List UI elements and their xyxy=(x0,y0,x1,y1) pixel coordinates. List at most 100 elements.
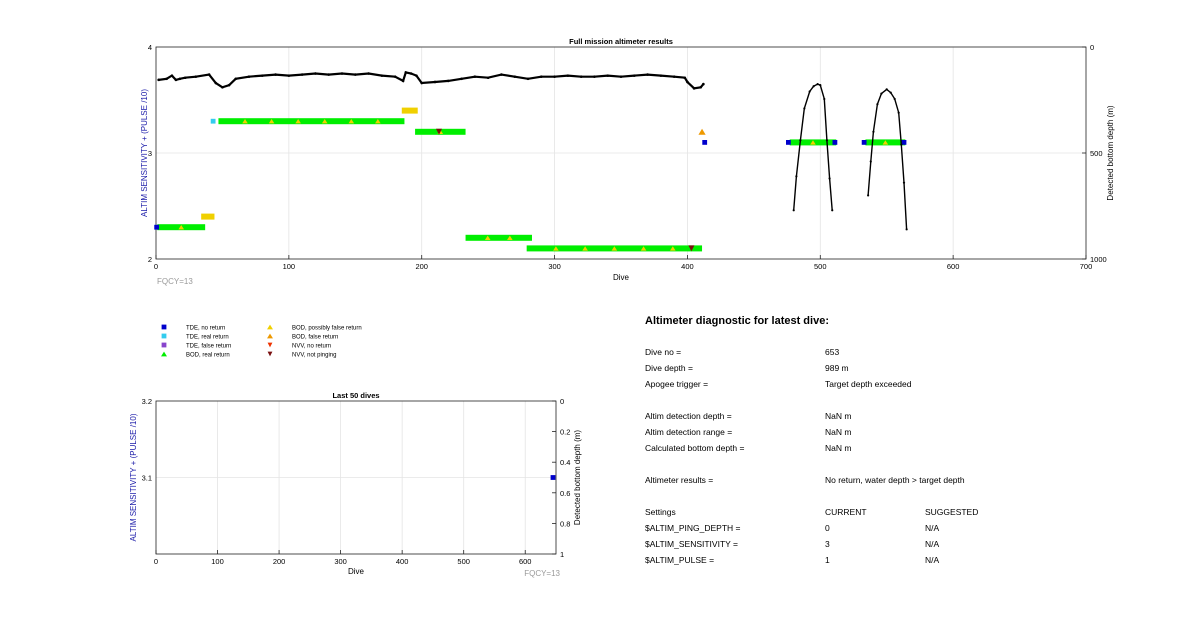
legend-label: NVV, no return xyxy=(292,344,331,350)
diagnostic-label: Altimeter results = xyxy=(645,475,714,485)
x-tick-label-2: 400 xyxy=(396,557,409,566)
legend-label: TDE, real return xyxy=(186,335,229,341)
marker-bod-possibly-false xyxy=(484,235,491,240)
chart-title: Full mission altimeter results xyxy=(569,37,673,46)
marker-run-bod-possibly-false-return xyxy=(401,107,418,114)
depth-point xyxy=(526,77,530,81)
depth-profile-point xyxy=(831,209,834,212)
depth-point xyxy=(227,83,231,87)
setting-current: 0 xyxy=(825,523,830,533)
diagnostic-value: 989 m xyxy=(825,363,849,373)
depth-point xyxy=(157,78,160,82)
depth-profile-point xyxy=(869,160,872,163)
depth-profile-point xyxy=(792,209,795,212)
depth-point xyxy=(165,77,168,81)
marker-run-bod-real-return xyxy=(465,234,532,241)
x-tick-label: 600 xyxy=(947,262,960,271)
diagnostic-label: Dive no = xyxy=(645,347,682,357)
depth-point xyxy=(367,72,370,75)
depth-profile-point xyxy=(900,143,903,146)
diagnostic-value: NaN m xyxy=(825,411,852,421)
setting-name: $ALTIM_PING_DEPTH = xyxy=(645,523,741,533)
depth-profile-point xyxy=(893,97,896,101)
depth-point xyxy=(460,77,463,81)
depth-point xyxy=(539,75,543,78)
depth-point xyxy=(247,75,251,78)
x-tick-label-2: 500 xyxy=(457,557,470,566)
depth-profile-point xyxy=(905,228,908,231)
marker-bod-possibly-false xyxy=(268,119,275,124)
depth-point xyxy=(473,75,477,78)
depth-point xyxy=(314,72,317,75)
y-tick-label-right-2: 0.4 xyxy=(560,458,570,467)
depth-profile-point xyxy=(872,130,875,133)
fqcy-annotation: FQCY=13 xyxy=(157,277,193,286)
setting-suggested: N/A xyxy=(925,555,940,565)
legend-label: NVV, not pinging xyxy=(292,353,336,359)
marker-bod-possibly-false xyxy=(321,119,328,124)
legend-swatch-tde-real-return xyxy=(161,333,167,339)
depth-series-line xyxy=(158,71,705,90)
legend-label: TDE, false return xyxy=(186,344,231,350)
y-axis-label-left: ALTIM SENSITIVITY + (PULSE /10) xyxy=(140,89,149,217)
x-tick-label-2: 100 xyxy=(211,557,224,566)
legend-swatch-bod-real-return xyxy=(161,351,167,357)
depth-profile-point xyxy=(823,97,826,101)
depth-point xyxy=(170,74,174,77)
depth-point xyxy=(327,73,331,76)
depth-point xyxy=(221,85,224,89)
marker-tde-no-return xyxy=(901,140,907,145)
y-axis-label-left-2: ALTIM SENSITIVITY + (PULSE /10) xyxy=(129,413,138,541)
y-tick-label-right-2: 0.8 xyxy=(560,519,570,528)
depth-point xyxy=(593,75,596,78)
setting-current: 3 xyxy=(825,539,830,549)
marker-bod-possibly-false xyxy=(810,140,816,145)
diagnostic-label: Altim detection depth = xyxy=(645,411,732,421)
marker-bod-false-return xyxy=(698,128,706,135)
depth-profile-point xyxy=(867,194,870,197)
depth-profile-point xyxy=(880,92,883,95)
legend-swatch-tde-false-return xyxy=(161,342,167,348)
depth-profile-point xyxy=(803,107,806,110)
depth-point xyxy=(632,74,636,77)
depth-point xyxy=(183,76,187,80)
depth-profile-point xyxy=(819,84,822,87)
marker-tde-no-return xyxy=(702,140,708,145)
depth-point xyxy=(702,82,705,86)
depth-point xyxy=(692,87,696,90)
legend-label: TDE, no return xyxy=(186,326,225,332)
fqcy-annotation-2: FQCY=13 xyxy=(524,569,560,578)
depth-point xyxy=(646,73,649,76)
depth-point xyxy=(178,77,182,81)
y-tick-label-left: 4 xyxy=(148,43,152,52)
depth-point xyxy=(260,74,264,77)
depth-point xyxy=(699,85,703,89)
depth-point xyxy=(659,74,663,77)
marker-tde-no-return xyxy=(832,140,838,145)
depth-point xyxy=(300,73,304,76)
marker-bod-possibly-false xyxy=(611,246,618,251)
legend-swatch-nvv-no-return xyxy=(267,342,273,348)
depth-point xyxy=(194,75,198,78)
y-tick-label-left: 2 xyxy=(148,255,152,264)
y-tick-label-left: 3 xyxy=(148,149,152,158)
depth-profile-1 xyxy=(793,83,833,211)
depth-point xyxy=(486,76,490,80)
marker-tde-no-return xyxy=(154,224,160,230)
depth-point xyxy=(174,78,178,82)
depth-profile-2 xyxy=(867,88,908,230)
depth-point xyxy=(401,79,405,83)
depth-point xyxy=(380,74,384,77)
marker-nvv-not-pinging xyxy=(688,245,695,252)
depth-point xyxy=(340,72,344,75)
depth-profile-point xyxy=(795,175,798,178)
x-axis-label: Dive xyxy=(613,273,630,282)
setting-current: 1 xyxy=(825,555,830,565)
depth-point xyxy=(513,75,517,78)
depth-point xyxy=(566,74,570,77)
depth-profile-point xyxy=(816,83,819,86)
marker-run-bod-real-return xyxy=(218,118,405,125)
setting-suggested: N/A xyxy=(925,523,940,533)
depth-profile-point xyxy=(825,139,829,142)
